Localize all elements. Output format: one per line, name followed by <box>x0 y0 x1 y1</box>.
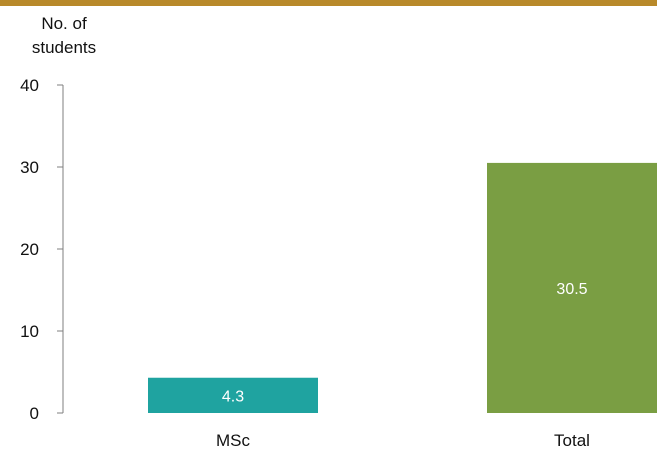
y-tick-label: 10 <box>20 322 39 341</box>
x-category-label: MSc <box>216 431 251 450</box>
bar-total <box>487 162 657 413</box>
bar-value-label: 4.3 <box>222 388 244 405</box>
y-tick-label: 0 <box>30 404 39 423</box>
y-axis: 0 10 20 30 40 <box>20 76 64 423</box>
y-axis-title: No. of students <box>31 14 97 57</box>
bars: 4.3 30.5 <box>148 162 657 413</box>
y-tick-label: 20 <box>20 240 39 259</box>
x-category-label: Total <box>554 431 590 450</box>
top-color-band <box>0 0 657 6</box>
y-tick-label: 30 <box>20 158 39 177</box>
x-axis-labels: MSc Total <box>216 431 590 450</box>
y-tick-label: 40 <box>20 76 39 95</box>
bar-value-label: 30.5 <box>556 281 587 298</box>
bar-msc <box>148 377 318 413</box>
